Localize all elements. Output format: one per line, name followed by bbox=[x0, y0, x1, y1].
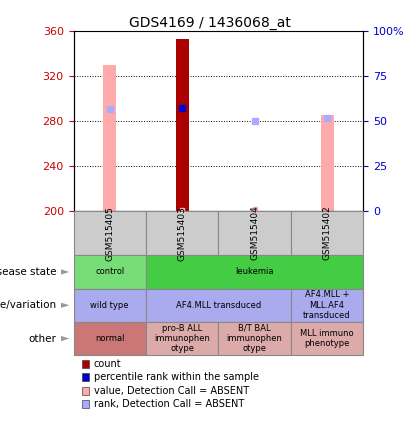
Text: wild type: wild type bbox=[90, 301, 129, 310]
Text: GDS4169 / 1436068_at: GDS4169 / 1436068_at bbox=[129, 16, 291, 30]
Text: pro-B ALL
immunophen
otype: pro-B ALL immunophen otype bbox=[154, 324, 210, 353]
Text: GSM515403: GSM515403 bbox=[178, 206, 186, 261]
Bar bbox=[103, 65, 116, 211]
Text: GSM515404: GSM515404 bbox=[250, 206, 259, 261]
Text: count: count bbox=[94, 359, 121, 369]
Text: GSM515405: GSM515405 bbox=[105, 206, 114, 261]
Text: normal: normal bbox=[95, 334, 124, 343]
Text: AF4.MLL transduced: AF4.MLL transduced bbox=[176, 301, 261, 310]
Text: MLL immuno
phenotype: MLL immuno phenotype bbox=[300, 329, 354, 348]
Text: GSM515402: GSM515402 bbox=[323, 206, 331, 261]
Polygon shape bbox=[61, 269, 69, 274]
Text: percentile rank within the sample: percentile rank within the sample bbox=[94, 373, 259, 382]
Polygon shape bbox=[61, 336, 69, 341]
Bar bbox=[320, 115, 333, 211]
Text: B/T BAL
immunophen
otype: B/T BAL immunophen otype bbox=[227, 324, 283, 353]
Bar bbox=[176, 39, 189, 211]
Polygon shape bbox=[61, 303, 69, 308]
Text: AF4.MLL +
MLL.AF4
transduced: AF4.MLL + MLL.AF4 transduced bbox=[303, 290, 351, 320]
Text: leukemia: leukemia bbox=[235, 267, 274, 277]
Text: value, Detection Call = ABSENT: value, Detection Call = ABSENT bbox=[94, 386, 249, 396]
Text: control: control bbox=[95, 267, 124, 277]
Text: genotype/variation: genotype/variation bbox=[0, 300, 57, 310]
Bar bbox=[176, 39, 189, 211]
Text: disease state: disease state bbox=[0, 267, 57, 277]
Text: other: other bbox=[29, 333, 57, 344]
Text: rank, Detection Call = ABSENT: rank, Detection Call = ABSENT bbox=[94, 399, 244, 409]
